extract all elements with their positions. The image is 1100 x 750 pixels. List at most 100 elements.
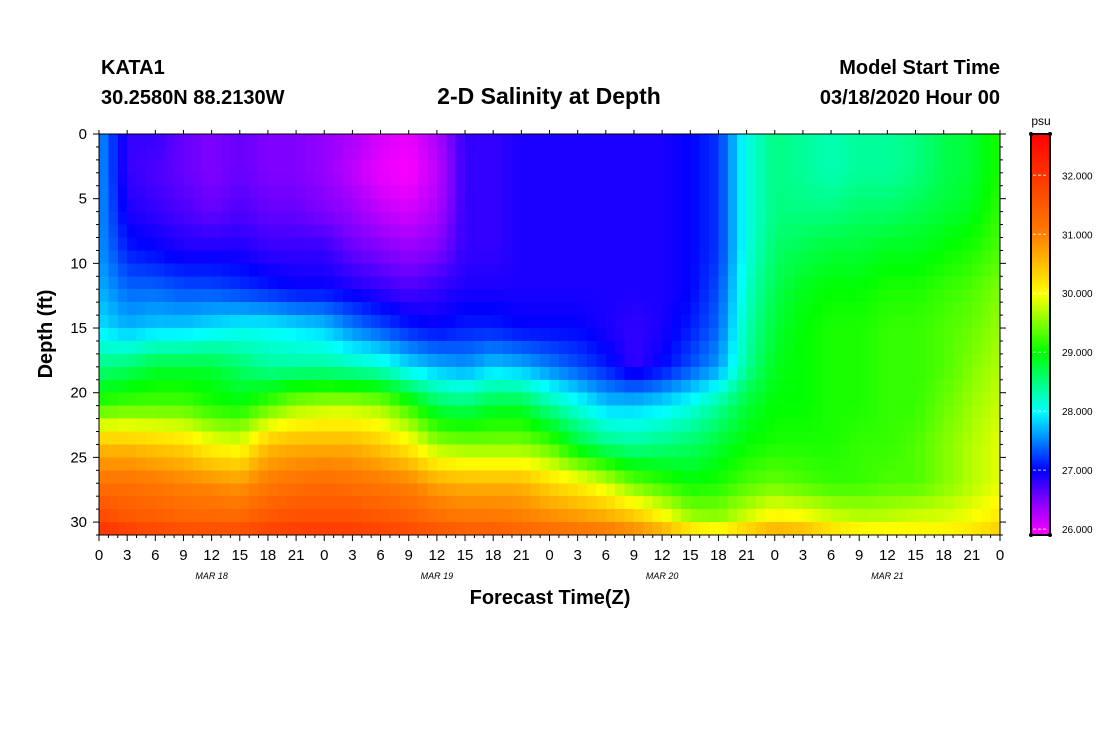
heatmap-cell	[324, 522, 335, 536]
x-tick-label: 9	[405, 547, 413, 564]
heatmap-cell	[887, 315, 898, 329]
heatmap-cell	[643, 315, 654, 329]
heatmap-cell	[699, 315, 710, 329]
colorbar-swatch	[1031, 448, 1050, 452]
heatmap-cell	[934, 379, 945, 394]
heatmap-cell	[924, 289, 935, 303]
heatmap-cell	[652, 276, 663, 290]
heatmap-cell	[662, 302, 673, 316]
heatmap-cell	[455, 509, 466, 523]
heatmap-cell	[840, 522, 851, 536]
heatmap-cell	[418, 392, 429, 407]
heatmap-cell	[849, 457, 860, 471]
heatmap-cell	[699, 237, 710, 252]
heatmap-cell	[868, 211, 879, 226]
heatmap-cell	[521, 302, 532, 316]
heatmap-cell	[399, 405, 410, 420]
heatmap-cell	[605, 340, 616, 355]
heatmap-cell	[174, 250, 185, 264]
heatmap-cell	[305, 328, 316, 342]
heatmap-cell	[887, 509, 898, 523]
heatmap-cell	[605, 185, 616, 200]
heatmap-cell	[924, 159, 935, 174]
heatmap-cell	[953, 237, 964, 252]
heatmap-cell	[483, 470, 494, 484]
heatmap-cell	[990, 496, 1001, 510]
colorbar-swatch	[1031, 168, 1050, 171]
heatmap-cell	[755, 198, 766, 213]
heatmap-cell	[314, 392, 325, 407]
heatmap-cell	[192, 405, 203, 420]
heatmap-cell	[361, 315, 372, 329]
heatmap-cell	[934, 392, 945, 407]
heatmap-cell	[605, 302, 616, 316]
heatmap-cell	[849, 340, 860, 355]
heatmap-cell	[859, 431, 870, 446]
heatmap-cell	[896, 172, 907, 187]
heatmap-cell	[718, 509, 729, 523]
heatmap-cell	[343, 431, 354, 446]
heatmap-cell	[371, 496, 382, 510]
heatmap-cell	[343, 198, 354, 213]
heatmap-cell	[521, 237, 532, 252]
heatmap-cell	[934, 134, 945, 148]
heatmap-cell	[343, 444, 354, 458]
heatmap-cell	[511, 159, 522, 174]
heatmap-cell	[765, 198, 776, 213]
heatmap-cell	[314, 315, 325, 329]
colorbar-swatch	[1031, 530, 1050, 534]
heatmap-cell	[699, 185, 710, 200]
heatmap-cell	[746, 470, 757, 484]
colorbar-swatch	[1031, 344, 1050, 348]
heatmap-cell	[896, 353, 907, 368]
heatmap-cell	[155, 509, 166, 523]
heatmap-cell	[633, 172, 644, 187]
heatmap-cell	[183, 496, 194, 510]
heatmap-cell	[840, 418, 851, 433]
heatmap-cell	[812, 211, 823, 226]
heatmap-cell	[727, 315, 738, 329]
heatmap-cell	[906, 392, 917, 407]
heatmap-cell	[934, 185, 945, 200]
heatmap-cell	[849, 146, 860, 161]
heatmap-cell	[906, 379, 917, 394]
heatmap-cell	[558, 328, 569, 342]
heatmap-cell	[418, 457, 429, 471]
y-tick-label: 30	[70, 514, 87, 531]
heatmap-cell	[981, 509, 992, 523]
heatmap-cell	[765, 250, 776, 264]
heatmap-cell	[145, 470, 156, 484]
heatmap-cell	[643, 366, 654, 381]
heatmap-cell	[286, 392, 297, 407]
heatmap-cell	[549, 315, 560, 329]
heatmap-cell	[361, 470, 372, 484]
heatmap-cell	[652, 211, 663, 226]
heatmap-cell	[746, 457, 757, 471]
heatmap-cell	[821, 509, 832, 523]
heatmap-cell	[286, 315, 297, 329]
heatmap-cell	[127, 392, 138, 407]
heatmap-cell	[690, 315, 701, 329]
heatmap-cell	[174, 496, 185, 510]
heatmap-cell	[371, 237, 382, 252]
heatmap-cell	[174, 315, 185, 329]
heatmap-cell	[296, 146, 307, 161]
heatmap-cell	[380, 328, 391, 342]
heatmap-cell	[164, 366, 175, 381]
heatmap-cell	[408, 457, 419, 471]
colorbar-swatch	[1031, 412, 1050, 416]
heatmap-cell	[831, 340, 842, 355]
heatmap-cell	[99, 457, 109, 471]
heatmap-cell	[652, 237, 663, 252]
heatmap-cell	[906, 159, 917, 174]
heatmap-cell	[183, 211, 194, 226]
heatmap-cell	[502, 134, 513, 148]
heatmap-cell	[324, 328, 335, 342]
heatmap-cell	[784, 276, 795, 290]
heatmap-cell	[427, 211, 438, 226]
heatmap-cell	[568, 302, 579, 316]
heatmap-cell	[502, 211, 513, 226]
station-id: KATA1	[101, 57, 165, 79]
heatmap-cell	[746, 379, 757, 394]
heatmap-cell	[587, 483, 598, 497]
